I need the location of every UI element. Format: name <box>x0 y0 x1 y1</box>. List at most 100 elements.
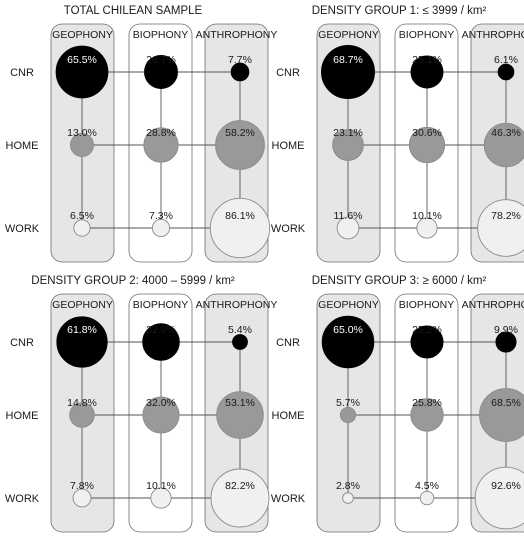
value-label-work-anthrophony: 92.6% <box>491 480 521 492</box>
value-label-cnr-biophony: 32.8% <box>146 324 176 336</box>
bubble-work-biophony <box>150 487 172 509</box>
column-label-geophony: GEOPHONY <box>318 299 379 311</box>
bubble-work-biophony <box>151 218 171 238</box>
bubble-home-geophony <box>339 406 357 424</box>
bubble-work-anthrophony <box>474 466 524 530</box>
value-label-cnr-anthrophony: 5.4% <box>228 324 252 336</box>
column-label-biophony: BIOPHONY <box>133 299 188 311</box>
panel-title: DENSITY GROUP 1: ≤ 3999 / km² <box>312 5 487 17</box>
panel-1: TOTAL CHILEAN SAMPLE GEOPHONY BIOPHONY ANTH… <box>5 5 278 263</box>
panel-3: DENSITY GROUP 2: 4000 – 5999 / km² GEOPHO… <box>5 275 278 533</box>
bubble-home-biophony <box>410 398 444 432</box>
panel-title: TOTAL CHILEAN SAMPLE <box>64 5 203 17</box>
value-label-cnr-biophony: 25.2% <box>412 324 442 336</box>
row-label-cnr: CNR <box>10 67 34 79</box>
column-label-anthrophony: ANTHROPHONY <box>196 299 278 311</box>
value-label-cnr-biophony: 26.7% <box>146 54 176 66</box>
value-label-work-anthrophony: 82.2% <box>225 480 255 492</box>
bubble-work-anthrophony <box>209 197 271 259</box>
value-label-home-anthrophony: 68.5% <box>491 397 521 409</box>
value-label-home-geophony: 5.7% <box>336 397 360 409</box>
value-label-work-geophony: 11.6% <box>334 210 363 222</box>
panel-4: DENSITY GROUP 3: ≥ 6000 / km² GEOPHONY BIO… <box>271 275 524 533</box>
value-label-home-biophony: 28.8% <box>146 127 176 139</box>
value-label-cnr-anthrophony: 9.9% <box>494 324 518 336</box>
bubble-work-geophony <box>336 216 360 240</box>
row-label-work: WORK <box>5 493 40 505</box>
column-label-biophony: BIOPHONY <box>399 299 454 311</box>
bubble-home-anthrophony <box>483 122 524 168</box>
value-label-home-anthrophony: 46.3% <box>491 127 521 139</box>
column-label-anthrophony: ANTHROPHONY <box>462 299 524 311</box>
bubble-work-anthrophony <box>210 468 270 528</box>
panel-title: DENSITY GROUP 3: ≥ 6000 / km² <box>312 275 487 287</box>
value-label-cnr-geophony: 68.7% <box>333 54 363 66</box>
value-label-work-biophony: 10.1% <box>412 210 442 222</box>
bubble-cnr-geophony <box>321 45 375 99</box>
panel-2: DENSITY GROUP 1: ≤ 3999 / km² GEOPHONY BIO… <box>271 5 524 263</box>
value-label-home-biophony: 25.8% <box>412 397 442 409</box>
bubble-work-geophony <box>72 488 92 508</box>
bubble-cnr-biophony <box>410 55 444 89</box>
column-label-biophony: BIOPHONY <box>133 29 188 41</box>
value-label-work-geophony: 2.8% <box>336 480 360 492</box>
column-label-geophony: GEOPHONY <box>52 299 113 311</box>
bubble-home-anthrophony <box>216 391 264 439</box>
bubble-cnr-anthrophony <box>495 331 517 353</box>
value-label-cnr-anthrophony: 7.7% <box>228 54 252 66</box>
row-label-home: HOME <box>272 140 305 152</box>
value-label-home-anthrophony: 58.2% <box>225 127 255 139</box>
bubble-home-geophony <box>70 133 94 157</box>
bubble-home-biophony <box>142 396 180 434</box>
row-label-cnr: CNR <box>276 337 300 349</box>
value-label-home-biophony: 32.0% <box>146 397 176 409</box>
row-label-work: WORK <box>5 223 40 235</box>
bubble-home-geophony <box>332 129 364 161</box>
value-label-work-anthrophony: 86.1% <box>225 210 255 222</box>
panel-title: DENSITY GROUP 2: 4000 – 5999 / km² <box>31 275 235 287</box>
value-label-home-geophony: 13.0% <box>67 127 97 139</box>
bubble-work-biophony <box>419 490 435 506</box>
row-label-cnr: CNR <box>276 67 300 79</box>
bubble-home-geophony <box>69 402 95 428</box>
bubble-home-biophony <box>143 127 179 163</box>
column-label-anthrophony: ANTHROPHONY <box>196 29 278 41</box>
row-label-home: HOME <box>272 410 305 422</box>
bubble-home-biophony <box>408 126 446 164</box>
bubble-cnr-biophony <box>410 325 444 359</box>
value-label-cnr-geophony: 65.5% <box>67 54 97 66</box>
value-label-work-biophony: 7.3% <box>149 210 173 222</box>
value-label-work-anthrophony: 78.2% <box>491 210 521 222</box>
value-label-home-geophony: 23.1% <box>333 127 363 139</box>
bubble-work-geophony <box>342 492 354 504</box>
value-label-work-biophony: 4.5% <box>415 480 439 492</box>
bubble-work-biophony <box>416 217 438 239</box>
value-label-cnr-anthrophony: 6.1% <box>494 54 518 66</box>
bubble-cnr-anthrophony <box>230 62 250 82</box>
row-label-work: WORK <box>271 493 306 505</box>
column-label-geophony: GEOPHONY <box>52 29 113 41</box>
bubble-home-anthrophony <box>215 120 265 170</box>
column-label-anthrophony: ANTHROPHONY <box>462 29 524 41</box>
column-label-geophony: GEOPHONY <box>318 29 379 41</box>
row-label-home: HOME <box>6 140 39 152</box>
bubble-cnr-geophony <box>55 45 109 99</box>
bubble-cnr-geophony <box>56 316 108 368</box>
row-label-home: HOME <box>6 410 39 422</box>
value-label-cnr-biophony: 25.1% <box>412 54 442 66</box>
bubble-home-anthrophony <box>479 388 524 442</box>
column-label-biophony: BIOPHONY <box>399 29 454 41</box>
bubble-cnr-geophony <box>321 315 375 369</box>
value-label-home-anthrophony: 53.1% <box>225 397 255 409</box>
value-label-work-geophony: 6.5% <box>70 210 94 222</box>
value-label-cnr-geophony: 65.0% <box>333 324 363 336</box>
value-label-home-geophony: 14.8% <box>67 397 97 409</box>
bubble-cnr-anthrophony <box>497 63 515 81</box>
bubble-work-anthrophony <box>477 199 524 257</box>
value-label-work-geophony: 7.8% <box>70 480 94 492</box>
bubble-cnr-biophony <box>142 323 180 361</box>
bubble-cnr-anthrophony <box>232 334 248 350</box>
bubble-cnr-biophony <box>144 55 178 89</box>
row-label-work: WORK <box>271 223 306 235</box>
